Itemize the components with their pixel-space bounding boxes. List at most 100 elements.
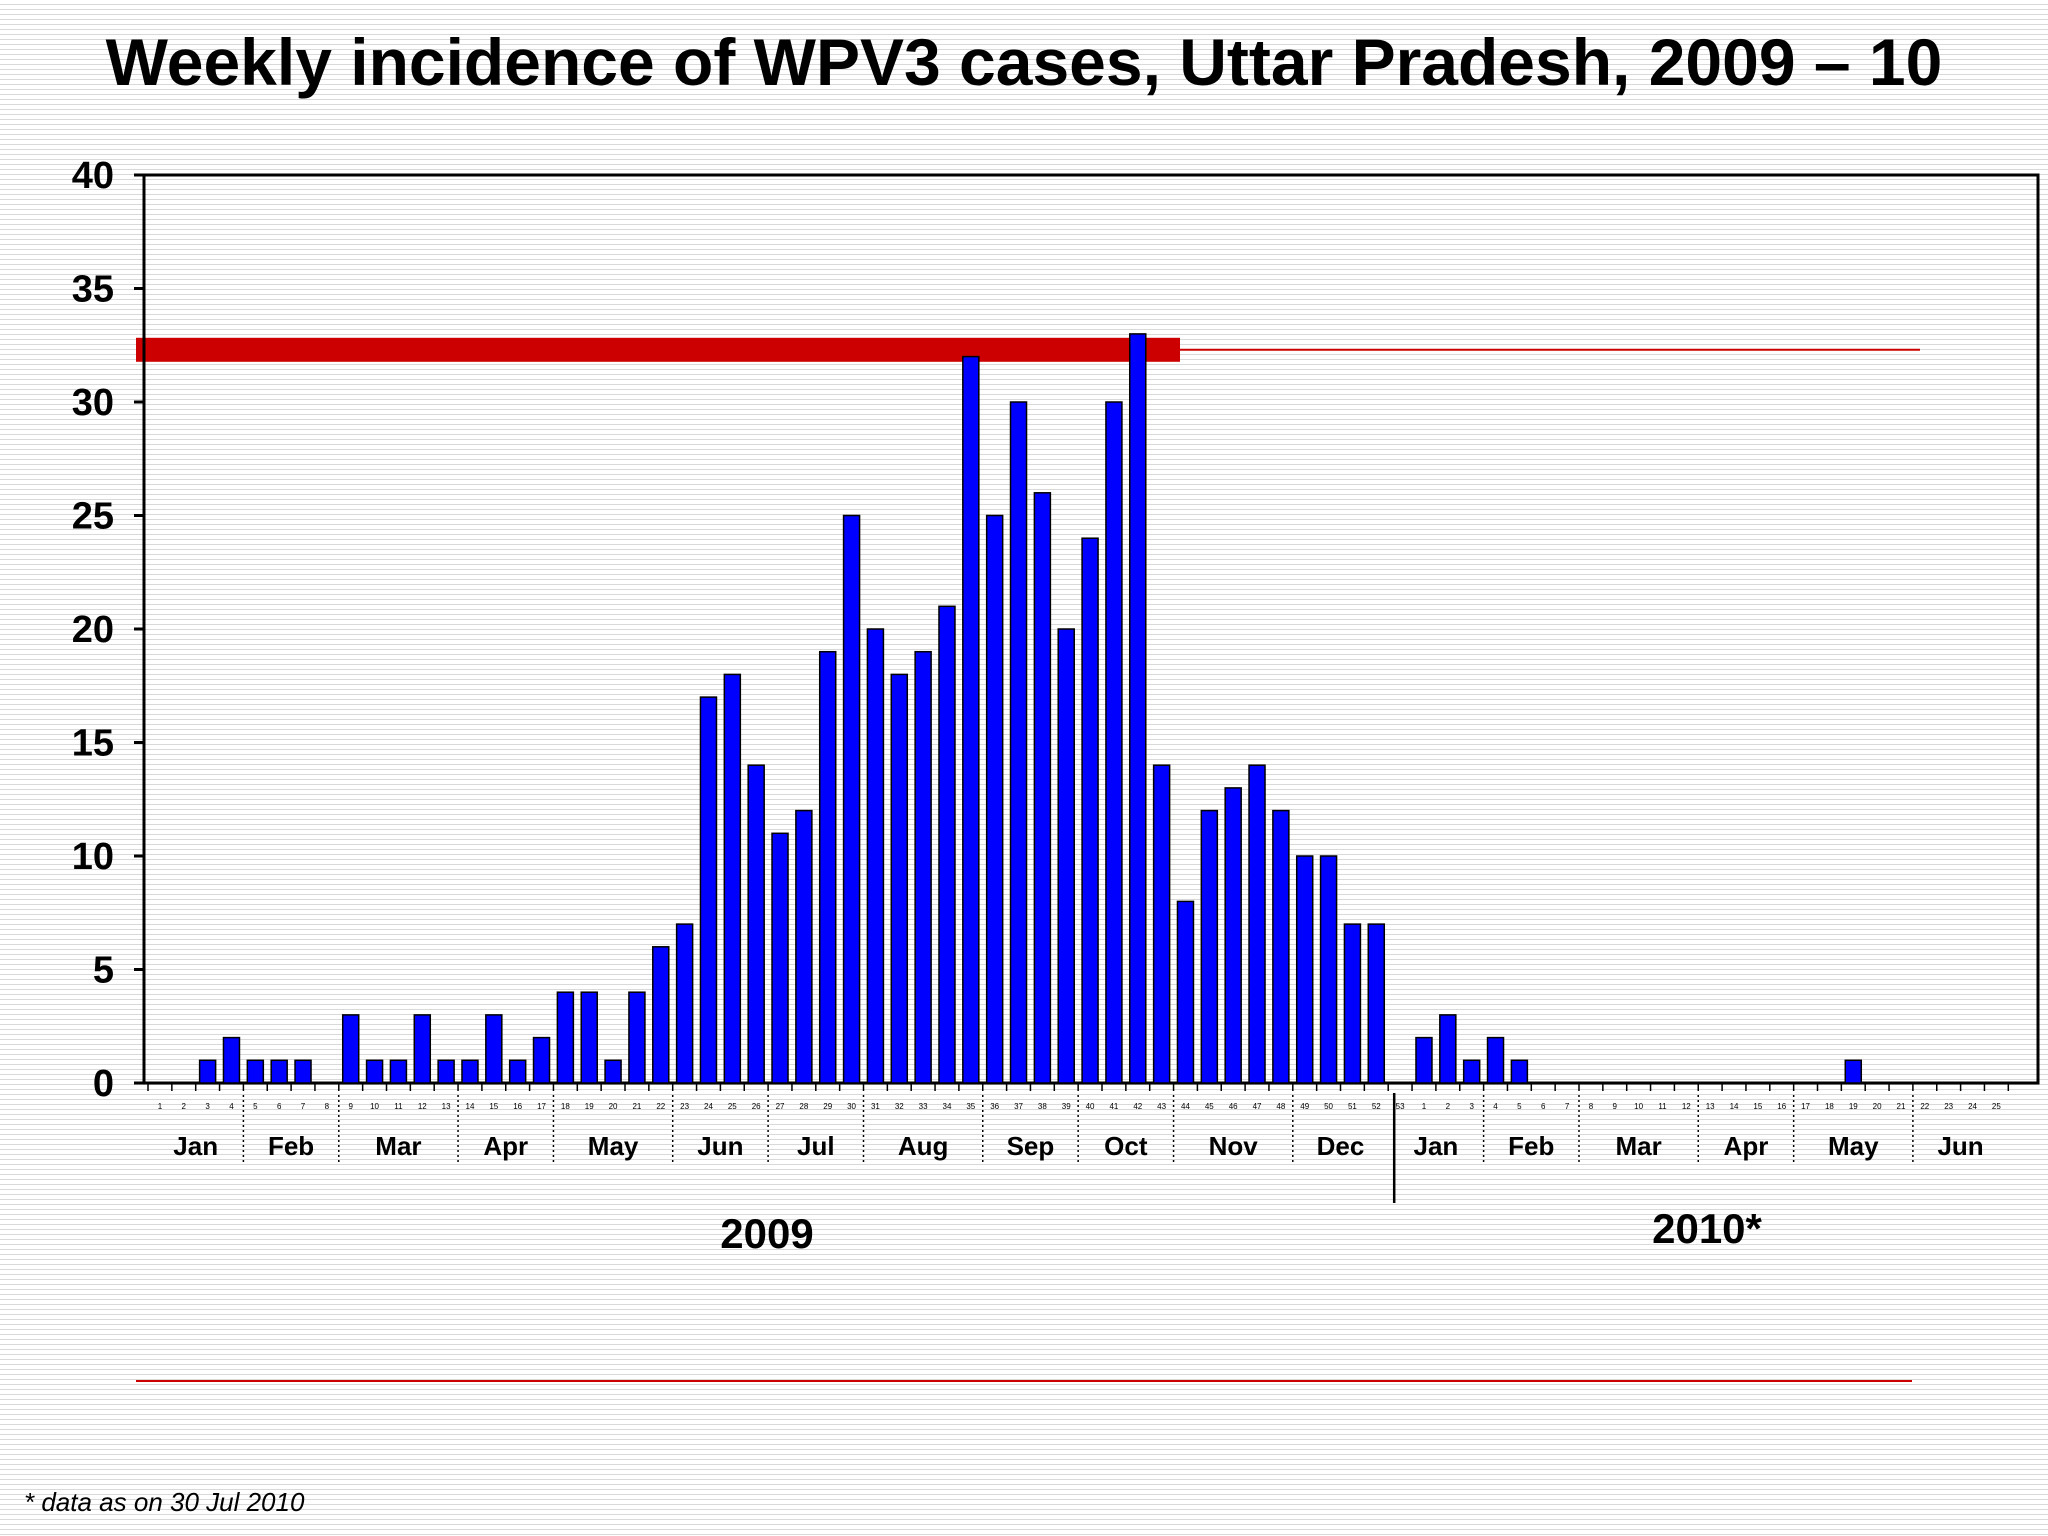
week-number: 32 xyxy=(895,1102,904,1111)
week-number: 30 xyxy=(847,1102,856,1111)
week-number: 43 xyxy=(1157,1102,1166,1111)
bar xyxy=(1248,764,1266,1084)
week-number: 6 xyxy=(1541,1102,1546,1111)
week-number: 8 xyxy=(325,1102,330,1111)
bar xyxy=(1057,628,1075,1084)
week-number: 15 xyxy=(489,1102,498,1111)
month-label: Jan xyxy=(1413,1131,1458,1161)
month-label: Jun xyxy=(1937,1131,1983,1161)
bar xyxy=(1105,401,1123,1084)
year-label: 2009 xyxy=(720,1210,813,1257)
week-number: 25 xyxy=(728,1102,737,1111)
week-number: 20 xyxy=(609,1102,618,1111)
bar xyxy=(1295,855,1314,1084)
y-tick-label: 10 xyxy=(72,836,114,878)
week-number: 20 xyxy=(1873,1102,1882,1111)
week-number: 21 xyxy=(1897,1102,1906,1111)
bar xyxy=(962,355,980,1084)
week-number: 10 xyxy=(370,1102,379,1111)
week-number: 9 xyxy=(348,1102,353,1111)
week-number: 12 xyxy=(418,1102,427,1111)
month-label: Feb xyxy=(1508,1131,1554,1161)
bar xyxy=(1129,333,1147,1084)
week-number: 4 xyxy=(229,1102,234,1111)
week-number: 28 xyxy=(799,1102,808,1111)
week-number: 10 xyxy=(1634,1102,1643,1111)
bar xyxy=(1319,855,1338,1084)
bar xyxy=(795,809,813,1084)
month-label: Nov xyxy=(1209,1131,1259,1161)
month-label: Jun xyxy=(697,1131,743,1161)
week-number: 23 xyxy=(1944,1102,1953,1111)
week-number: 16 xyxy=(1777,1102,1786,1111)
month-label: Apr xyxy=(1724,1131,1769,1161)
week-number: 22 xyxy=(656,1102,665,1111)
bar xyxy=(1486,1036,1505,1084)
week-number: 15 xyxy=(1753,1102,1762,1111)
highlight-band xyxy=(136,337,1180,362)
bar xyxy=(818,650,837,1084)
bar xyxy=(508,1059,527,1084)
month-label: Sep xyxy=(1007,1131,1055,1161)
bar xyxy=(985,514,1004,1084)
bar xyxy=(413,1014,432,1084)
week-number: 53 xyxy=(1396,1102,1405,1111)
week-number: 1 xyxy=(158,1102,163,1111)
week-number: 49 xyxy=(1300,1102,1309,1111)
week-number: 14 xyxy=(1730,1102,1739,1111)
week-number: 36 xyxy=(990,1102,999,1111)
bar xyxy=(771,832,789,1084)
week-number: 4 xyxy=(1493,1102,1498,1111)
week-number: 7 xyxy=(301,1102,306,1111)
week-number: 39 xyxy=(1062,1102,1071,1111)
week-number: 42 xyxy=(1133,1102,1142,1111)
week-number: 17 xyxy=(1801,1102,1810,1111)
bar xyxy=(1462,1059,1481,1084)
week-number: 3 xyxy=(1469,1102,1474,1111)
week-number: 9 xyxy=(1613,1102,1618,1111)
week-number: 41 xyxy=(1109,1102,1118,1111)
chart-title: Weekly incidence of WPV3 cases, Uttar Pr… xyxy=(106,25,1943,99)
bar xyxy=(246,1059,265,1084)
week-number: 21 xyxy=(632,1102,641,1111)
bar xyxy=(675,923,694,1084)
week-number: 35 xyxy=(966,1102,975,1111)
bar xyxy=(485,1014,503,1084)
month-label: Mar xyxy=(375,1131,421,1161)
bar xyxy=(437,1059,455,1084)
bar xyxy=(294,1059,312,1084)
month-label: Aug xyxy=(898,1131,949,1161)
week-number: 37 xyxy=(1014,1102,1023,1111)
bar xyxy=(1176,900,1195,1084)
y-tick-label: 30 xyxy=(72,382,114,424)
bar xyxy=(1224,787,1242,1084)
y-tick-label: 35 xyxy=(72,269,114,311)
bar xyxy=(652,946,670,1084)
week-number: 24 xyxy=(1968,1102,1977,1111)
week-number: 31 xyxy=(871,1102,880,1111)
week-number: 12 xyxy=(1682,1102,1691,1111)
bar xyxy=(1272,809,1290,1084)
month-label: Dec xyxy=(1317,1131,1365,1161)
bar xyxy=(1009,401,1028,1084)
month-label: Feb xyxy=(268,1131,314,1161)
bar xyxy=(1510,1059,1529,1084)
bar xyxy=(556,991,575,1084)
week-number: 27 xyxy=(776,1102,785,1111)
y-tick-label: 0 xyxy=(93,1063,114,1105)
month-label: Jul xyxy=(797,1131,835,1161)
bar xyxy=(628,991,646,1084)
bar xyxy=(365,1059,384,1084)
week-number: 8 xyxy=(1589,1102,1594,1111)
y-tick-label: 5 xyxy=(93,950,114,992)
week-number: 11 xyxy=(394,1102,403,1111)
bar xyxy=(270,1059,288,1084)
week-number: 47 xyxy=(1253,1102,1262,1111)
week-number: 52 xyxy=(1372,1102,1381,1111)
week-number: 7 xyxy=(1565,1102,1570,1111)
bar xyxy=(532,1036,551,1084)
week-number: 26 xyxy=(752,1102,761,1111)
bar xyxy=(222,1036,241,1084)
bar xyxy=(914,650,932,1084)
week-number: 23 xyxy=(680,1102,689,1111)
